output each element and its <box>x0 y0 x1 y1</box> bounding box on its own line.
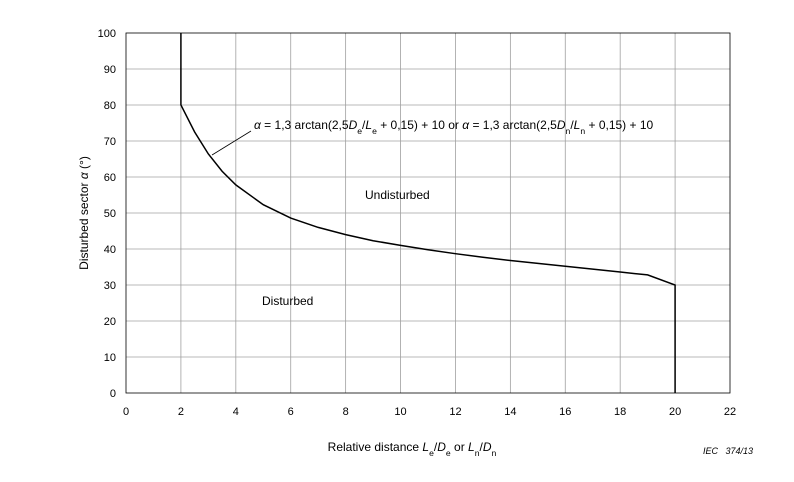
y-tick-label: 0 <box>110 388 116 400</box>
annotation-formula-run: D <box>349 118 358 132</box>
x-tick-label: 18 <box>614 406 626 418</box>
annotations: α = 1,3 arctan(2,5De/Le + 0,15) + 10 or … <box>254 118 654 308</box>
x-tick-label: 0 <box>123 406 129 418</box>
series <box>180 33 676 393</box>
y-tick-label: 50 <box>104 208 116 220</box>
x-axis-label-run: D <box>483 440 492 454</box>
x-tick-label: 2 <box>178 406 184 418</box>
x-axis-label-run: L <box>468 440 475 454</box>
y-axis-label: Disturbed sector α (°) <box>77 156 91 270</box>
annotation-formula-run: α <box>254 118 262 132</box>
x-tick-label: 20 <box>669 406 681 418</box>
y-tick-label: 40 <box>104 244 116 256</box>
annotation-undisturbed-run: Undisturbed <box>365 188 430 202</box>
x-axis-label-run: e <box>429 448 434 458</box>
x-axis-label-run: or <box>451 440 468 454</box>
annotation-formula-run: D <box>557 118 566 132</box>
x-tick-label: 12 <box>449 406 461 418</box>
annotation-disturbed-run: Disturbed <box>262 294 313 308</box>
x-tick-label: 22 <box>724 406 736 418</box>
x-axis-label-run: e <box>446 448 451 458</box>
annotation-formula-run: + 0,15) + 10 <box>585 118 653 132</box>
x-axis-label: Relative distance Le/De or Ln/Dn <box>328 440 497 458</box>
x-tick-label: 16 <box>559 406 571 418</box>
y-tick-label: 70 <box>104 136 116 148</box>
annotation-formula-run: e <box>357 126 362 136</box>
series-line-disturbed-sector-boundary <box>180 33 676 393</box>
annotation-formula-run: α <box>462 118 470 132</box>
y-axis-label-run: (°) <box>77 156 91 172</box>
annotation-undisturbed: Undisturbed <box>365 188 430 202</box>
annotation-formula: α = 1,3 arctan(2,5De/Le + 0,15) + 10 or … <box>254 118 654 136</box>
annotation-formula-run: + 0,15) + 10 or <box>377 118 462 132</box>
figure-id: IEC 374/13 <box>703 446 753 456</box>
annotation-formula-run: n <box>566 126 571 136</box>
y-axis-label-run: α <box>77 171 91 179</box>
x-axis-label-run: n <box>475 448 480 458</box>
x-axis-label-run: D <box>437 440 446 454</box>
x-tick-label: 6 <box>288 406 294 418</box>
annotation-formula-run: n <box>580 126 585 136</box>
annotation-disturbed: Disturbed <box>262 294 313 308</box>
annotation-formula-run: / <box>362 118 366 132</box>
y-tick-labels: 0 10 20 30 40 50 60 70 80 90 100 <box>98 28 116 400</box>
formula-leader-line <box>211 130 252 156</box>
grid <box>126 33 730 393</box>
x-tick-label: 14 <box>504 406 516 418</box>
y-tick-label: 30 <box>104 280 116 292</box>
x-axis-label-run: / <box>480 440 484 454</box>
x-axis-label-run: L <box>422 440 429 454</box>
y-tick-label: 20 <box>104 316 116 328</box>
y-tick-label: 90 <box>104 64 116 76</box>
x-tick-label: 4 <box>233 406 239 418</box>
x-axis-label-run: / <box>434 440 438 454</box>
annotation-formula-run: = 1,3 arctan(2,5 <box>261 118 349 132</box>
x-tick-labels: 0 2 4 6 8 10 12 14 16 18 20 22 <box>123 406 736 418</box>
annotation-formula-run: L <box>574 118 581 132</box>
y-tick-label: 60 <box>104 172 116 184</box>
x-tick-label: 8 <box>343 406 349 418</box>
y-tick-label: 10 <box>104 352 116 364</box>
y-axis-label-run: Disturbed sector <box>77 179 91 270</box>
annotation-formula-run: = 1,3 arctan(2,5 <box>469 118 557 132</box>
plot-frame <box>125 32 731 394</box>
y-tick-label: 100 <box>98 28 116 40</box>
annotation-formula-run: L <box>365 118 372 132</box>
annotation-formula-run: e <box>372 126 377 136</box>
x-axis-label-run: Relative distance <box>328 440 423 454</box>
y-tick-label: 80 <box>104 100 116 112</box>
annotation-formula-run: / <box>570 118 574 132</box>
x-axis-label-run: n <box>492 448 497 458</box>
x-tick-label: 10 <box>394 406 406 418</box>
